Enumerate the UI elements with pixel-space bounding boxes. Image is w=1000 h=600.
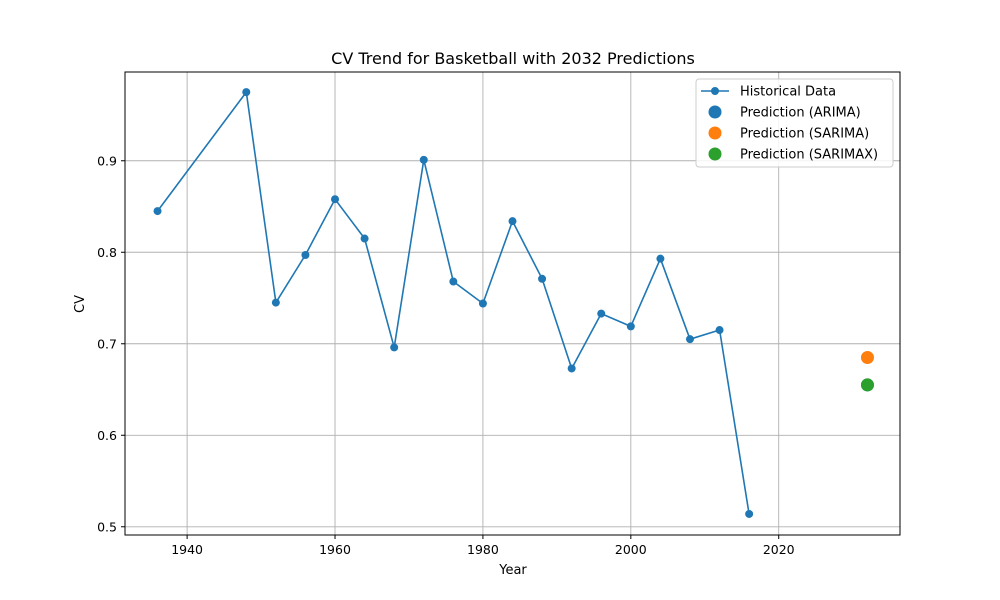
data-point-historical — [597, 309, 606, 318]
x-tick-label: 2000 — [615, 542, 647, 557]
data-point-historical — [538, 274, 547, 283]
prediction-point-3 — [860, 378, 874, 392]
chart-title: CV Trend for Basketball with 2032 Predic… — [331, 49, 695, 68]
legend-marker-swatch — [708, 126, 722, 140]
data-point-historical — [478, 299, 487, 308]
prediction-point-2 — [860, 350, 874, 364]
series-line-historical — [156, 91, 750, 515]
legend-label: Historical Data — [740, 85, 836, 100]
data-point-historical — [656, 254, 665, 263]
legend-label: Prediction (SARIMA) — [740, 127, 869, 142]
legend-label: Prediction (SARIMAX) — [740, 148, 878, 163]
data-point-historical — [745, 509, 754, 518]
legend-label: Prediction (ARIMA) — [740, 106, 861, 121]
data-point-historical — [390, 343, 399, 352]
x-tick-label: 2020 — [763, 542, 795, 557]
y-tick-label: 0.9 — [97, 153, 117, 168]
data-point-historical — [271, 298, 280, 307]
data-point-historical — [449, 277, 458, 286]
y-tick-label: 0.7 — [97, 336, 117, 351]
data-point-historical — [567, 364, 576, 373]
data-point-historical — [301, 251, 310, 260]
plot-area — [153, 88, 874, 518]
data-point-historical — [715, 326, 724, 335]
x-tick-label: 1960 — [319, 542, 351, 557]
data-point-historical — [360, 234, 369, 243]
legend: Historical Data Prediction (ARIMA) Predict… — [695, 78, 894, 168]
data-point-historical — [685, 335, 694, 344]
x-tick-label: 1980 — [467, 542, 499, 557]
x-tick-label: 1940 — [171, 542, 203, 557]
data-point-historical — [153, 207, 162, 216]
data-point-historical — [419, 155, 428, 164]
legend-marker-swatch — [708, 105, 722, 119]
data-point-historical — [331, 195, 340, 204]
y-tick-label: 0.6 — [97, 428, 117, 443]
y-tick-label: 0.5 — [97, 519, 117, 534]
plot-frame — [124, 71, 901, 536]
legend-marker-swatch — [708, 147, 722, 161]
data-point-historical — [508, 217, 517, 226]
legend-box — [695, 78, 894, 168]
y-axis-title: CV — [73, 295, 88, 313]
y-tick-label: 0.8 — [97, 245, 117, 260]
x-axis-title: Year — [498, 563, 527, 578]
x-axis: 1940 1960 1980 2000 2020 — [171, 535, 795, 557]
y-axis: 0.5 0.6 0.7 0.8 0.9 — [97, 153, 125, 534]
legend-marker-swatch — [711, 87, 719, 95]
data-point-historical — [626, 322, 635, 331]
data-point-historical — [242, 88, 251, 97]
